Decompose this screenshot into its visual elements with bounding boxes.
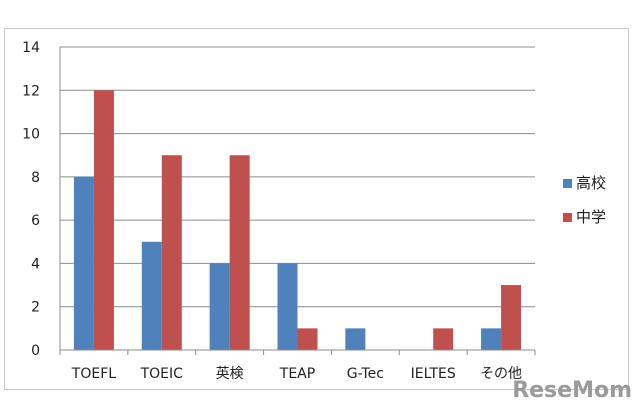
x-tick-label: TOEIC: [140, 366, 184, 382]
axes: [59, 47, 536, 355]
bar-junior-high: [297, 328, 318, 350]
bar-junior-high: [501, 285, 522, 350]
bar-junior-high: [433, 328, 454, 350]
gridlines: [60, 46, 535, 308]
bar-junior-high: [93, 90, 114, 351]
x-tick-label: その他: [480, 366, 522, 382]
y-tick-label: 8: [31, 170, 40, 186]
y-tick-label: 0: [31, 343, 40, 359]
x-tick-label: IELTES: [411, 366, 456, 382]
bar-junior-high: [161, 155, 182, 350]
y-tick-label: 14: [22, 40, 40, 56]
y-tick-label: 10: [22, 127, 40, 143]
legend-swatch: [563, 213, 572, 222]
x-tick-label: TOEFL: [71, 366, 116, 382]
x-tick-label: G-Tec: [347, 366, 384, 382]
x-tick-label: 英検: [216, 365, 244, 382]
bars: [73, 90, 522, 351]
x-axis-labels: TOEFL TOEIC 英検 TEAP G-Tec IELTES その他: [71, 365, 522, 382]
y-tick-label: 12: [22, 83, 40, 99]
bar-high-school: [141, 241, 162, 350]
bar-high-school: [345, 328, 366, 350]
legend-label: 高校: [576, 174, 606, 192]
watermark-logo: ReseMom: [512, 378, 632, 403]
bar-high-school: [73, 176, 94, 350]
y-tick-label: 2: [31, 300, 40, 316]
chart-border: [4, 28, 629, 390]
bar-junior-high: [229, 155, 250, 350]
bar-high-school: [209, 263, 230, 350]
legend-label: 中学: [576, 208, 606, 226]
y-axis-ticks: 0 2 4 6 8 10 12 14: [22, 40, 40, 359]
legend-swatch: [563, 179, 572, 188]
x-tick-label: TEAP: [279, 366, 315, 382]
bar-high-school: [481, 328, 502, 350]
y-tick-label: 4: [31, 256, 40, 272]
y-tick-label: 6: [31, 213, 40, 229]
bar-high-school: [277, 263, 298, 350]
